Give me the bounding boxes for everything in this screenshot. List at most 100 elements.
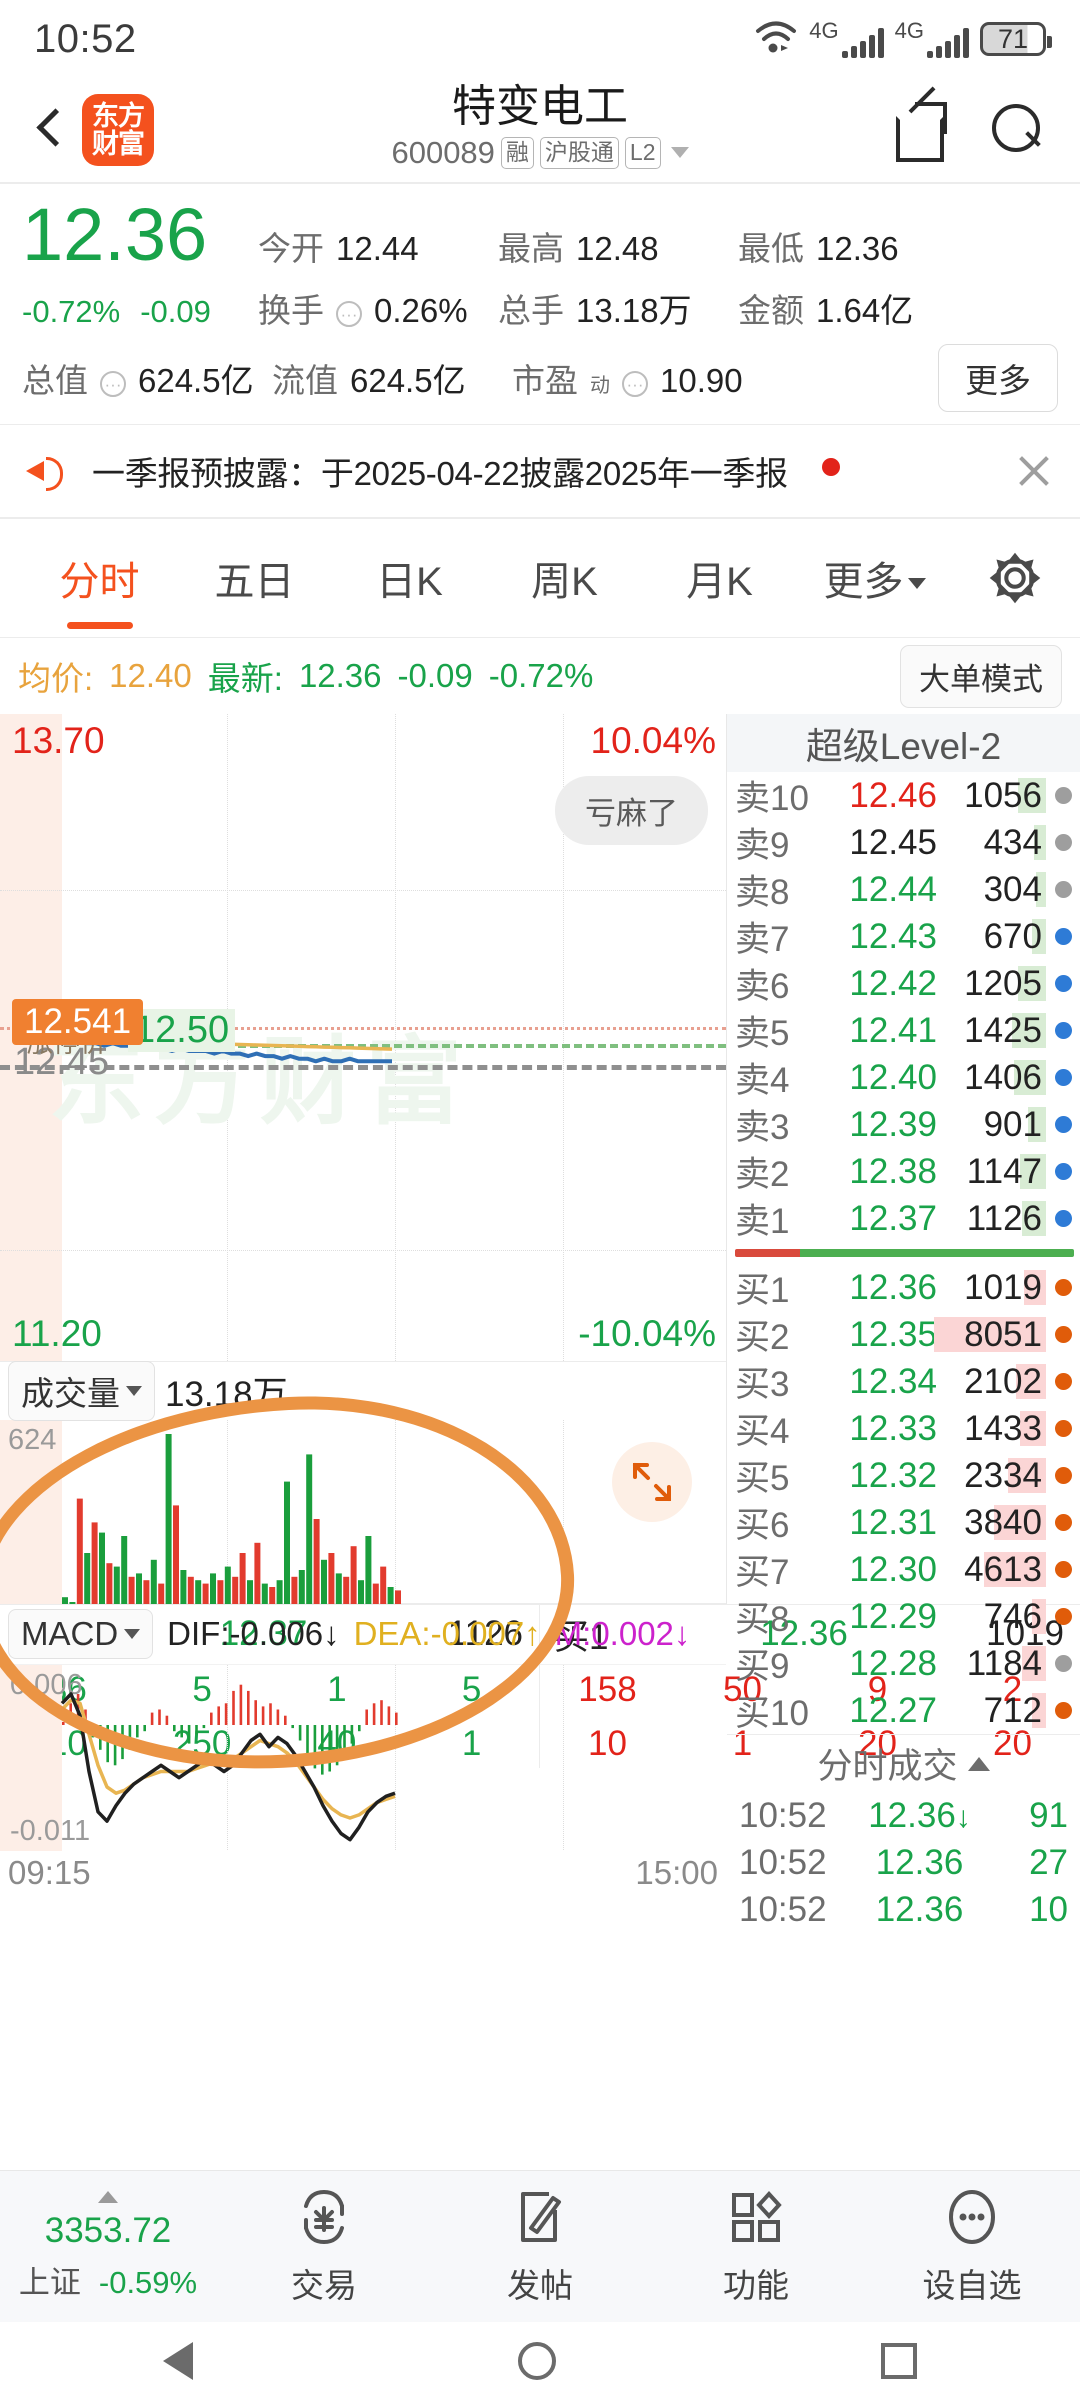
order-price: 12.28 — [849, 1643, 937, 1683]
order-book-row[interactable]: 卖5 12.41 1425 — [727, 1007, 1080, 1054]
trade-price: 12.36 — [875, 1842, 964, 1882]
trade-qty: 10 — [1029, 1889, 1068, 1929]
announcement-bar[interactable]: 一季报预披露：于2025-04-22披露2025年一季报 — [0, 425, 1080, 517]
order-level-label: 卖4 — [735, 1061, 790, 1100]
amount-pair: 金额 1.64亿 — [738, 284, 913, 332]
volume-chart[interactable]: 成交量 13.18万 624 — [0, 1361, 726, 1604]
back-chevron-icon[interactable] — [28, 108, 72, 152]
search-icon[interactable] — [992, 104, 1044, 156]
order-qty: 901 — [983, 1104, 1042, 1144]
more-button[interactable]: 更多 — [938, 343, 1058, 412]
chart-column[interactable]: 东方财富 13.70 10.04% 11.20 -10.04% 亏麻了 涨停价 … — [0, 714, 727, 1891]
order-book-row[interactable]: 买4 12.33 1433 — [727, 1405, 1080, 1452]
order-book-row[interactable]: 卖3 12.39 901 — [727, 1101, 1080, 1148]
nav-item-post[interactable]: 发帖 — [432, 2186, 648, 2307]
order-book-row[interactable]: 卖1 12.37 1126 — [727, 1195, 1080, 1242]
info-icon[interactable]: ··· — [622, 371, 648, 397]
order-book-row[interactable]: 买5 12.32 2334 — [727, 1452, 1080, 1499]
chevron-down-icon — [126, 1386, 142, 1396]
chart-info-row: 均价: 12.40 最新: 12.36 -0.09 -0.72% 大单模式 — [0, 638, 1080, 714]
order-book-row[interactable]: 买3 12.34 2102 — [727, 1358, 1080, 1405]
open-value: 12.44 — [336, 229, 419, 267]
app-logo[interactable]: 东方 财富 — [82, 94, 154, 166]
change-pct: -0.72% — [22, 293, 121, 329]
grid-icon — [725, 2186, 787, 2253]
tab-more[interactable]: 更多 — [797, 549, 952, 607]
nav-item-functions[interactable]: 功能 — [648, 2186, 864, 2307]
order-book-row[interactable]: 买10 12.27 712 — [727, 1687, 1080, 1734]
price-chart[interactable]: 东方财富 13.70 10.04% 11.20 -10.04% 亏麻了 涨停价 … — [0, 714, 726, 1362]
trade-yen-icon — [293, 2186, 355, 2253]
tab-dayk[interactable]: 日K — [376, 559, 443, 604]
order-level-label: 买2 — [735, 1318, 790, 1357]
expand-chart-button[interactable] — [612, 1442, 692, 1522]
nav-label: 设自选 — [922, 2267, 1022, 2304]
turnover-pair[interactable]: 换手 ··· 0.26% — [258, 291, 468, 329]
triangle-back-icon[interactable] — [162, 2342, 193, 2380]
open-pair: 今开 12.44 — [258, 229, 419, 267]
order-book-row[interactable]: 卖6 12.42 1205 — [727, 960, 1080, 1007]
tab-weekk[interactable]: 周K — [531, 559, 598, 604]
index-widget[interactable]: 3353.72 上证 -0.59% — [0, 2191, 216, 2302]
trade-time: 10:52 — [739, 1795, 827, 1835]
level2-header[interactable]: 超级Level-2 — [727, 714, 1080, 772]
order-qty: 1147 — [966, 1151, 1042, 1191]
order-status-dot — [1046, 1116, 1080, 1133]
order-level-label: 买6 — [735, 1506, 790, 1545]
order-book-row[interactable]: 卖4 12.40 1406 — [727, 1054, 1080, 1101]
square-recents-icon[interactable] — [881, 2343, 918, 2379]
trades-header[interactable]: 分时成交 — [727, 1734, 1080, 1792]
quote-row-2: -0.72% -0.09 换手 ··· 0.26% 总手 13.18万 金额 1.… — [22, 284, 1058, 332]
order-book-row[interactable]: 买1 12.36 1019 — [727, 1264, 1080, 1311]
order-book-row[interactable]: 卖9 12.45 434 — [727, 819, 1080, 866]
trade-qty: 27 — [1029, 1842, 1068, 1882]
chevron-down-icon[interactable] — [670, 147, 689, 159]
order-book-row[interactable]: 买2 12.35 8051 — [727, 1311, 1080, 1358]
sticker-tag[interactable]: 亏麻了 — [555, 776, 708, 845]
volume-total: 13.18万 — [165, 1374, 288, 1414]
nav-header: 东方 财富 特变电工 600089 融 沪股通 L2 — [0, 78, 1080, 182]
share-icon[interactable] — [894, 86, 947, 162]
tab-5day[interactable]: 五日 — [214, 559, 295, 604]
order-book-row[interactable]: 卖2 12.38 1147 — [727, 1148, 1080, 1195]
order-status-dot — [1046, 1069, 1080, 1086]
info-icon[interactable]: ··· — [336, 301, 362, 327]
order-price: 12.38 — [849, 1151, 937, 1191]
mktcap-pair[interactable]: 总值 ··· 624.5亿 — [22, 354, 272, 402]
macd-indicator-select[interactable]: MACD — [8, 1609, 154, 1659]
pe-dynamic-sup: 动 — [590, 374, 610, 397]
order-qty: 1019 — [964, 1267, 1042, 1307]
cell-value: 5 — [461, 1670, 482, 1709]
time-axis-left: 09:15 — [8, 1854, 91, 1891]
order-book-row[interactable]: 卖7 12.43 670 — [727, 913, 1080, 960]
axis-top-pct: 10.04% — [590, 720, 717, 761]
circle-home-icon[interactable] — [517, 2342, 556, 2380]
order-level-label: 卖9 — [735, 826, 790, 865]
order-book-row[interactable]: 买8 12.29 746 — [727, 1593, 1080, 1640]
gear-icon[interactable] — [986, 549, 1044, 607]
order-book-row[interactable]: 买7 12.30 4613 — [727, 1546, 1080, 1593]
nav-item-watchlist[interactable]: 设自选 — [864, 2186, 1080, 2307]
macd-dif: DIF:-0.006↓ — [167, 1615, 340, 1652]
volume-indicator-select[interactable]: 成交量 — [8, 1361, 155, 1421]
trade-row: 10:52 12.36↓ 91 — [727, 1792, 1080, 1839]
close-icon[interactable] — [1012, 449, 1056, 493]
info-icon[interactable]: ··· — [100, 371, 126, 397]
order-book-row[interactable]: 卖10 12.46 1056 — [727, 772, 1080, 819]
status-time: 10:52 — [34, 16, 137, 61]
tab-fenshi[interactable]: 分时 — [22, 549, 177, 607]
order-book-row[interactable]: 买6 12.31 3840 — [727, 1499, 1080, 1546]
trade-list[interactable]: 10:52 12.36↓ 91 10:52 12.36 27 10:52 12.36 10 — [727, 1792, 1080, 1933]
order-level-label: 卖5 — [735, 1014, 790, 1053]
big-order-mode-button[interactable]: 大单模式 — [900, 644, 1062, 708]
order-book-row[interactable]: 买9 12.28 1184 — [727, 1640, 1080, 1687]
prev-close-line — [0, 1065, 726, 1070]
nav-item-trade[interactable]: 交易 — [216, 2186, 432, 2307]
tab-monthk[interactable]: 月K — [686, 559, 753, 604]
sell-orders[interactable]: 卖10 12.46 1056 卖9 12.45 434 卖8 12.44 304 卖7 12.43 6… — [727, 772, 1080, 1242]
pe-pair[interactable]: 市盈动 ··· 10.90 — [512, 361, 743, 399]
order-book-row[interactable]: 卖8 12.44 304 — [727, 866, 1080, 913]
macd-chart[interactable]: MACD DIF:-0.006↓ DEA:-0.007↑ M:0.002↓ 0.… — [0, 1604, 726, 1894]
buy-orders[interactable]: 买1 12.36 1019 买2 12.35 8051 买3 12.34 2102 买4 12.33… — [727, 1264, 1080, 1734]
order-book-column[interactable]: 超级Level-2 卖10 12.46 1056 卖9 12.45 434 卖8 12.44 3… — [727, 714, 1080, 1929]
